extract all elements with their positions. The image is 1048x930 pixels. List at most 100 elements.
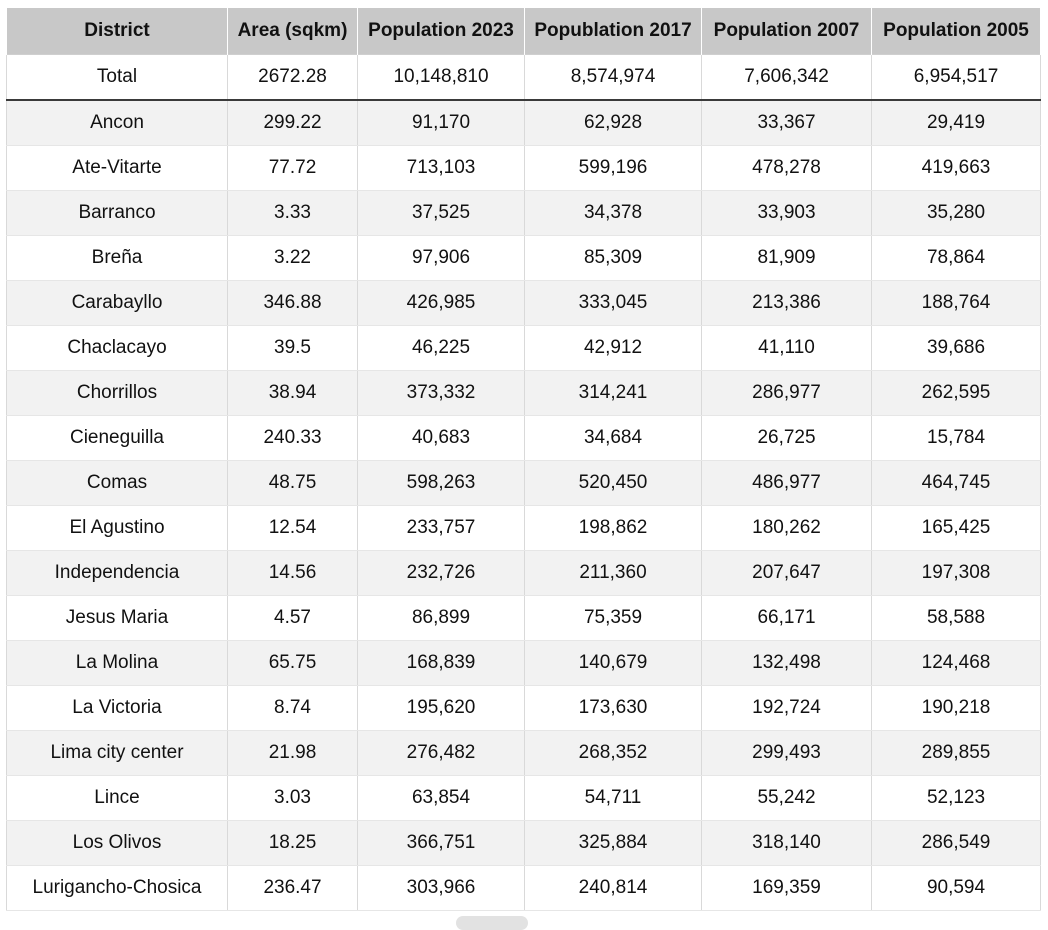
table-cell: 303,966: [357, 865, 525, 911]
table-cell: 8.74: [227, 685, 358, 731]
table-cell: 169,359: [701, 865, 872, 911]
table-cell: 48.75: [227, 460, 358, 506]
table-cell: 3.22: [227, 235, 358, 281]
table-cell: 46,225: [357, 325, 525, 371]
table-row: Breña 3.22 97,906 85,309 81,909 78,864: [6, 235, 1041, 281]
district-name-cell: Ancon: [6, 100, 228, 146]
table-cell: 15,784: [871, 415, 1041, 461]
table-cell: 192,724: [701, 685, 872, 731]
table-cell: 12.54: [227, 505, 358, 551]
table-cell: 268,352: [524, 730, 702, 776]
table-cell: 232,726: [357, 550, 525, 596]
table-row: El Agustino 12.54 233,757 198,862 180,262 165…: [6, 505, 1041, 551]
total-cell: 8,574,974: [524, 54, 702, 101]
table-cell: 233,757: [357, 505, 525, 551]
table-cell: 35,280: [871, 190, 1041, 236]
district-name-cell: Jesus Maria: [6, 595, 228, 641]
table-cell: 41,110: [701, 325, 872, 371]
population-table: District Area (sqkm) Population 2023 Pop…: [6, 8, 1041, 911]
district-name-cell: Ate-Vitarte: [6, 145, 228, 191]
table-cell: 478,278: [701, 145, 872, 191]
district-name-cell: Comas: [6, 460, 228, 506]
header-district: District: [6, 8, 228, 55]
table-cell: 299,493: [701, 730, 872, 776]
table-row: Chorrillos 38.94 373,332 314,241 286,977 262,…: [6, 370, 1041, 416]
table-cell: 86,899: [357, 595, 525, 641]
district-name-cell: El Agustino: [6, 505, 228, 551]
table-cell: 29,419: [871, 100, 1041, 146]
table-cell: 207,647: [701, 550, 872, 596]
table-cell: 240,814: [524, 865, 702, 911]
table-cell: 3.33: [227, 190, 358, 236]
table-cell: 195,620: [357, 685, 525, 731]
table-cell: 39,686: [871, 325, 1041, 371]
scroll-indicator[interactable]: [456, 916, 528, 930]
table-row: Los Olivos 18.25 366,751 325,884 318,140 286,…: [6, 820, 1041, 866]
table-cell: 63,854: [357, 775, 525, 821]
table-row: Barranco 3.33 37,525 34,378 33,903 35,280: [6, 190, 1041, 236]
table-cell: 38.94: [227, 370, 358, 416]
table-cell: 180,262: [701, 505, 872, 551]
header-area: Area (sqkm): [227, 8, 358, 55]
total-row: Total 2672.28 10,148,810 8,574,974 7,606…: [6, 54, 1041, 101]
district-name-cell: Chaclacayo: [6, 325, 228, 371]
table-cell: 173,630: [524, 685, 702, 731]
table-cell: 426,985: [357, 280, 525, 326]
table-cell: 333,045: [524, 280, 702, 326]
table-cell: 58,588: [871, 595, 1041, 641]
table-cell: 366,751: [357, 820, 525, 866]
header-population-2017: Popublation 2017: [524, 8, 702, 55]
total-cell: 10,148,810: [357, 54, 525, 101]
table-header: District Area (sqkm) Population 2023 Pop…: [6, 8, 1041, 55]
total-cell: 6,954,517: [871, 54, 1041, 101]
header-row: District Area (sqkm) Population 2023 Pop…: [6, 8, 1041, 55]
header-population-2005: Population 2005: [871, 8, 1041, 55]
table-cell: 190,218: [871, 685, 1041, 731]
table-row: Lurigancho-Chosica 236.47 303,966 240,814 16…: [6, 865, 1041, 911]
district-name-cell: La Molina: [6, 640, 228, 686]
district-name-cell: Los Olivos: [6, 820, 228, 866]
table-cell: 276,482: [357, 730, 525, 776]
table-row: Chaclacayo 39.5 46,225 42,912 41,110 39,686: [6, 325, 1041, 371]
table-cell: 289,855: [871, 730, 1041, 776]
table-cell: 66,171: [701, 595, 872, 641]
table-cell: 81,909: [701, 235, 872, 281]
district-name-cell: Independencia: [6, 550, 228, 596]
table-cell: 520,450: [524, 460, 702, 506]
district-name-cell: Barranco: [6, 190, 228, 236]
table-cell: 42,912: [524, 325, 702, 371]
header-population-2007: Population 2007: [701, 8, 872, 55]
table-cell: 486,977: [701, 460, 872, 506]
district-name-cell: La Victoria: [6, 685, 228, 731]
table-cell: 198,862: [524, 505, 702, 551]
table-cell: 55,242: [701, 775, 872, 821]
table-cell: 314,241: [524, 370, 702, 416]
table-cell: 165,425: [871, 505, 1041, 551]
table-cell: 26,725: [701, 415, 872, 461]
table-cell: 14.56: [227, 550, 358, 596]
table-row: Independencia 14.56 232,726 211,360 207,647 1…: [6, 550, 1041, 596]
table-cell: 286,549: [871, 820, 1041, 866]
table-row: Lince 3.03 63,854 54,711 55,242 52,123: [6, 775, 1041, 821]
table-row: Lima city center 21.98 276,482 268,352 299,4…: [6, 730, 1041, 776]
table-cell: 286,977: [701, 370, 872, 416]
table-cell: 52,123: [871, 775, 1041, 821]
table-cell: 91,170: [357, 100, 525, 146]
table-row: Carabayllo 346.88 426,985 333,045 213,386 188…: [6, 280, 1041, 326]
table-cell: 65.75: [227, 640, 358, 686]
district-name-cell: Lima city center: [6, 730, 228, 776]
table-cell: 211,360: [524, 550, 702, 596]
table-row: Comas 48.75 598,263 520,450 486,977 464,745: [6, 460, 1041, 506]
table-cell: 598,263: [357, 460, 525, 506]
total-cell: 7,606,342: [701, 54, 872, 101]
district-name-cell: Lurigancho-Chosica: [6, 865, 228, 911]
header-population-2023: Population 2023: [357, 8, 525, 55]
table-row: La Molina 65.75 168,839 140,679 132,498 124,4…: [6, 640, 1041, 686]
table-cell: 21.98: [227, 730, 358, 776]
table-cell: 37,525: [357, 190, 525, 236]
table-cell: 713,103: [357, 145, 525, 191]
table-cell: 197,308: [871, 550, 1041, 596]
table-row: Ate-Vitarte 77.72 713,103 599,196 478,278 419…: [6, 145, 1041, 191]
table-row: Jesus Maria 4.57 86,899 75,359 66,171 58,588: [6, 595, 1041, 641]
district-name-cell: Chorrillos: [6, 370, 228, 416]
